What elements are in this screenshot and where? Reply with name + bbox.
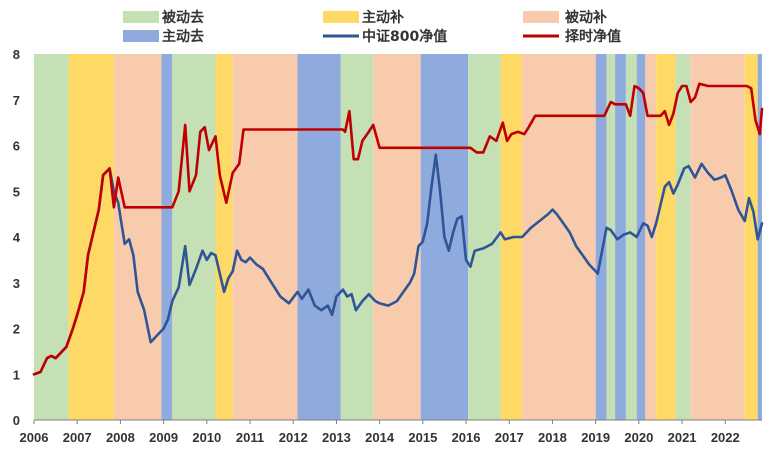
regime-band-17	[625, 54, 637, 420]
x-tick-label-1: 2007	[63, 430, 92, 445]
series-line-0	[32, 153, 764, 376]
regime-band-2	[113, 54, 162, 420]
x-tick-label-8: 2014	[365, 430, 395, 445]
regime-bands	[34, 54, 762, 420]
y-tick-label-4: 4	[13, 230, 21, 245]
legend-swatch-1	[323, 11, 359, 23]
y-tick-label-3: 3	[13, 276, 20, 291]
regime-band-5	[215, 54, 233, 420]
regime-band-24	[757, 54, 762, 420]
regime-band-14	[595, 54, 607, 420]
x-tick-label-11: 2017	[495, 430, 524, 445]
regime-band-4	[172, 54, 216, 420]
x-tick-label-4: 2010	[192, 430, 221, 445]
legend-label-1: 主动补	[362, 9, 404, 26]
x-tick-label-16: 2022	[711, 430, 740, 445]
series-line-1	[32, 82, 764, 376]
y-tick-label-7: 7	[13, 93, 20, 108]
regime-band-6	[232, 54, 298, 420]
regime-band-18	[636, 54, 646, 420]
legend-label-3: 主动去	[162, 28, 204, 45]
regime-band-3	[161, 54, 173, 420]
y-tick-label-6: 6	[13, 139, 20, 154]
y-tick-label-2: 2	[13, 322, 20, 337]
x-tick-label-5: 2011	[236, 430, 264, 445]
y-tick-label-0: 0	[13, 413, 20, 428]
regime-band-8	[340, 54, 374, 420]
legend-label-5: 择时净值	[565, 28, 621, 45]
x-tick-label-15: 2021	[668, 430, 697, 445]
regime-band-23	[744, 54, 758, 420]
x-tick-label-3: 2009	[149, 430, 178, 445]
x-tick-label-6: 2012	[279, 430, 308, 445]
axes: 0 1 2 3 4 5 6 7 8 2006 2007 2008 2009 2010 2011 2012 201…	[13, 47, 762, 445]
regime-band-11	[468, 54, 501, 420]
legend-swatch-0	[123, 11, 159, 23]
legend-label-2: 被动补	[565, 9, 607, 26]
x-tick-label-2: 2008	[106, 430, 135, 445]
regime-band-9	[373, 54, 421, 420]
y-tick-label-8: 8	[13, 47, 20, 62]
regime-band-13	[522, 54, 596, 420]
legend-label-0: 被动去	[162, 9, 204, 26]
y-tick-label-1: 1	[13, 367, 20, 382]
x-tick-label-14: 2020	[624, 430, 653, 445]
regime-band-22	[690, 54, 745, 420]
y-tick-label-5: 5	[13, 184, 20, 199]
regime-band-15	[606, 54, 616, 420]
x-tick-label-13: 2019	[581, 430, 610, 445]
x-tick-label-10: 2016	[452, 430, 481, 445]
legend-swatch-3	[123, 30, 159, 42]
legend-label-4: 中证800净值	[362, 28, 447, 45]
series-lines	[32, 82, 764, 376]
x-tick-label-7: 2013	[322, 430, 351, 445]
regime-band-20	[656, 54, 676, 420]
x-tick-label-12: 2018	[538, 430, 567, 445]
legend-swatch-2	[523, 11, 559, 23]
regime-band-21	[675, 54, 691, 420]
regime-band-7	[297, 54, 341, 420]
x-tick-label-9: 2015	[408, 430, 437, 445]
regime-band-0	[34, 54, 69, 420]
x-tick-label-0: 2006	[20, 430, 49, 445]
